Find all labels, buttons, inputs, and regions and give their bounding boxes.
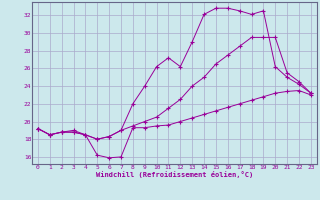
- X-axis label: Windchill (Refroidissement éolien,°C): Windchill (Refroidissement éolien,°C): [96, 171, 253, 178]
